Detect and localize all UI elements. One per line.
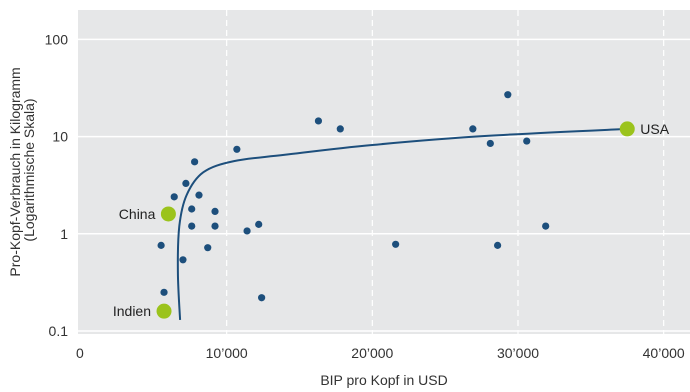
data-point [258, 294, 266, 302]
data-point [191, 158, 199, 166]
y-tick-label: 100 [45, 31, 69, 47]
data-point [160, 288, 168, 296]
x-axis-title: BIP pro Kopf in USD [320, 372, 447, 388]
highlight-label-china: China [119, 206, 156, 222]
data-point [195, 191, 203, 199]
plot-area [78, 10, 690, 334]
data-point [157, 241, 165, 249]
data-point [494, 241, 502, 249]
data-point [211, 222, 219, 230]
data-point [486, 139, 494, 148]
data-point [469, 125, 477, 133]
data-point [188, 205, 196, 213]
x-tick-label: 30’000 [497, 345, 539, 361]
data-point [182, 179, 190, 188]
highlight-point-indien [156, 303, 172, 319]
data-point [204, 244, 212, 252]
data-point [255, 220, 263, 228]
data-point [243, 227, 251, 235]
highlight-label-indien: Indien [113, 303, 151, 319]
highlight-point-usa [619, 121, 635, 137]
highlight-point-china [160, 206, 176, 222]
y-axis-title-line-1: Pro-Kopf-Verbrauch in Kilogramm [7, 67, 23, 276]
data-point [314, 117, 323, 125]
x-tick-label: 40’000 [643, 345, 685, 361]
x-tick-label: 20’000 [351, 345, 393, 361]
x-axis-ticks: 0 10’000 20’000 30’000 40’000 [76, 345, 685, 361]
highlighted-points: USA China Indien [113, 121, 670, 319]
data-point [542, 222, 550, 230]
y-axis-title: Pro-Kopf-Verbrauch in Kilogramm (Logarit… [7, 63, 37, 276]
data-point [504, 91, 512, 99]
y-tick-label: 10 [52, 129, 68, 145]
x-tick-label: 10’000 [206, 345, 248, 361]
y-axis-ticks: 0.1 1 10 100 [45, 31, 69, 339]
data-point [188, 222, 196, 230]
data-point [523, 137, 531, 145]
data-point [179, 256, 187, 264]
data-point [336, 125, 344, 133]
trend-line [176, 127, 628, 320]
highlight-label-usa: USA [640, 121, 669, 137]
data-points [157, 91, 550, 302]
data-point [392, 240, 400, 248]
grid-lines [78, 10, 690, 334]
y-axis-title-line-2: (Logarithmische Skala) [21, 98, 37, 241]
data-point [170, 193, 178, 201]
data-point [233, 145, 241, 153]
y-tick-label: 1 [60, 226, 68, 242]
y-tick-label: 0.1 [49, 323, 69, 339]
x-tick-label: 0 [76, 345, 84, 361]
data-point [211, 207, 219, 216]
